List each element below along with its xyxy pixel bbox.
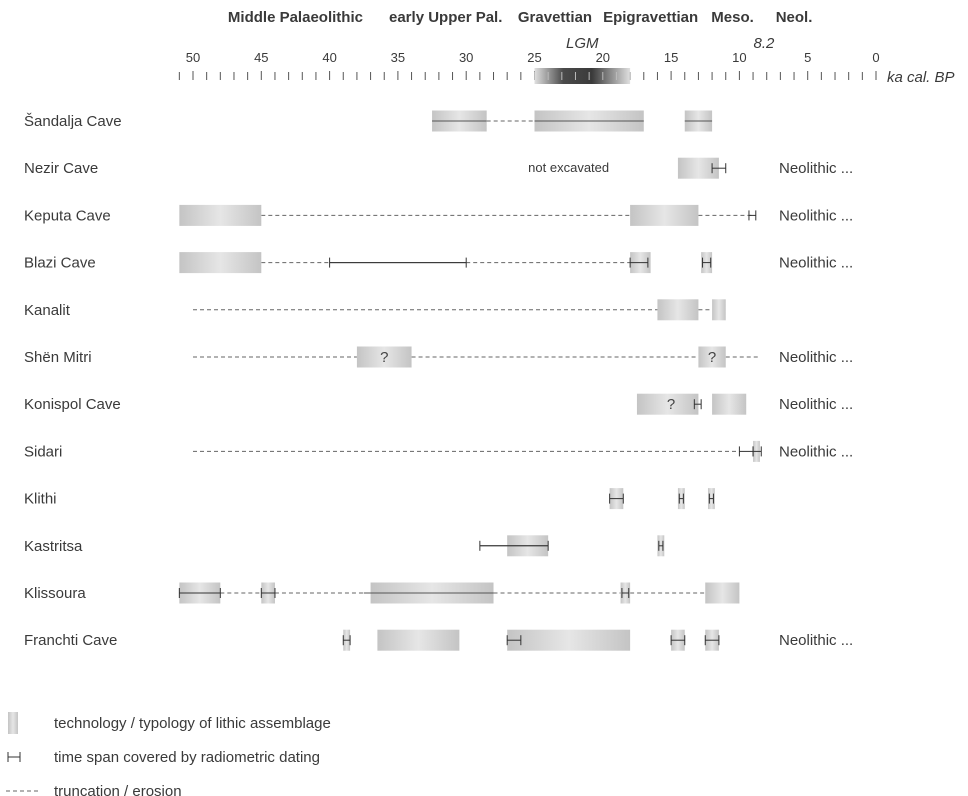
lithic-assemblage-block <box>677 157 719 179</box>
site-name: Klissoura <box>24 585 86 602</box>
tick-label: 5 <box>804 50 811 65</box>
tick-label: 25 <box>527 50 541 65</box>
lithic-assemblage-block <box>377 629 460 651</box>
period-label: Epigravettian <box>603 9 698 26</box>
site-name: Kanalit <box>24 302 71 319</box>
site-name: Franchti Cave <box>24 632 117 649</box>
lithic-assemblage-block <box>179 204 262 226</box>
following-period-label: Neolithic ... <box>779 160 853 177</box>
site-name: Shën Mitri <box>24 349 92 366</box>
tick-label: 45 <box>254 50 268 65</box>
site-row: Franchti Cave Neolithic ... <box>24 629 853 651</box>
site-name: Sidari <box>24 443 62 460</box>
site-row: Klithi <box>24 488 715 510</box>
period-label: Meso. <box>711 9 754 26</box>
following-period-label: Neolithic ... <box>779 443 853 460</box>
tick-label: 50 <box>186 50 200 65</box>
lithic-assemblage-block <box>712 299 726 321</box>
lithic-assemblage-block <box>630 204 699 226</box>
site-name: Blazi Cave <box>24 255 96 272</box>
site-row: Konispol Cave? Neolithic ... <box>24 393 853 415</box>
lithic-assemblage-block <box>712 393 747 415</box>
following-period-label: Neolithic ... <box>779 349 853 366</box>
lithic-assemblage-block <box>636 393 699 415</box>
following-period-label: Neolithic ... <box>779 207 853 224</box>
site-name: Šandalja Cave <box>24 113 122 130</box>
site-name: Nezir Cave <box>24 160 98 177</box>
site-row: Kanalit <box>24 299 726 321</box>
site-name: Konispol Cave <box>24 396 121 413</box>
site-row: Blazi Cave Neolithic ... <box>24 252 853 274</box>
site-row: Keputa Cave Neolithic ... <box>24 204 853 226</box>
site-row: Shën Mitri?? Neolithic ... <box>24 346 853 368</box>
period-label: early Upper Pal. <box>389 9 502 26</box>
site-row: Kastritsa <box>24 535 665 557</box>
lithic-assemblage-block <box>705 582 740 604</box>
following-period-label: Neolithic ... <box>779 632 853 649</box>
legend-block-swatch <box>8 712 18 734</box>
tick-label: 20 <box>596 50 610 65</box>
event-8-2-label: 8.2 <box>754 35 776 52</box>
lithic-assemblage-block <box>179 252 262 274</box>
axis-unit-label: ka cal. BP <box>887 69 955 86</box>
site-row: Nezir Cave not excavated Neolithic ... <box>24 157 853 179</box>
lgm-label: LGM <box>566 35 599 52</box>
lithic-assemblage-block <box>356 346 412 368</box>
uncertain-marker: ? <box>380 349 388 366</box>
tick-label: 10 <box>732 50 746 65</box>
legend-label: technology / typology of lithic assembla… <box>54 715 331 732</box>
site-name: Keputa Cave <box>24 207 111 224</box>
tick-label: 35 <box>391 50 405 65</box>
following-period-label: Neolithic ... <box>779 396 853 413</box>
period-label: Middle Palaeolithic <box>228 9 363 26</box>
tick-label: 0 <box>872 50 879 65</box>
lgm-band <box>534 68 631 84</box>
uncertain-marker: ? <box>667 396 675 413</box>
uncertain-marker: ? <box>708 349 716 366</box>
site-note: not excavated <box>528 160 609 175</box>
site-row: Klissoura <box>24 582 740 604</box>
tick-label: 30 <box>459 50 473 65</box>
lithic-assemblage-block <box>698 346 726 368</box>
legend-label: truncation / erosion <box>54 783 182 796</box>
legend-label: time span covered by radiometric dating <box>54 749 320 766</box>
site-name: Klithi <box>24 491 57 508</box>
period-label: Neol. <box>776 9 813 26</box>
site-row: Šandalja Cave <box>24 110 713 132</box>
following-period-label: Neolithic ... <box>779 255 853 272</box>
tick-label: 15 <box>664 50 678 65</box>
tick-label: 40 <box>322 50 336 65</box>
lithic-assemblage-block <box>657 299 699 321</box>
lithic-assemblage-block <box>507 629 631 651</box>
site-name: Kastritsa <box>24 538 83 555</box>
period-label: Gravettian <box>518 9 592 26</box>
site-row: Sidari Neolithic ... <box>24 440 853 462</box>
